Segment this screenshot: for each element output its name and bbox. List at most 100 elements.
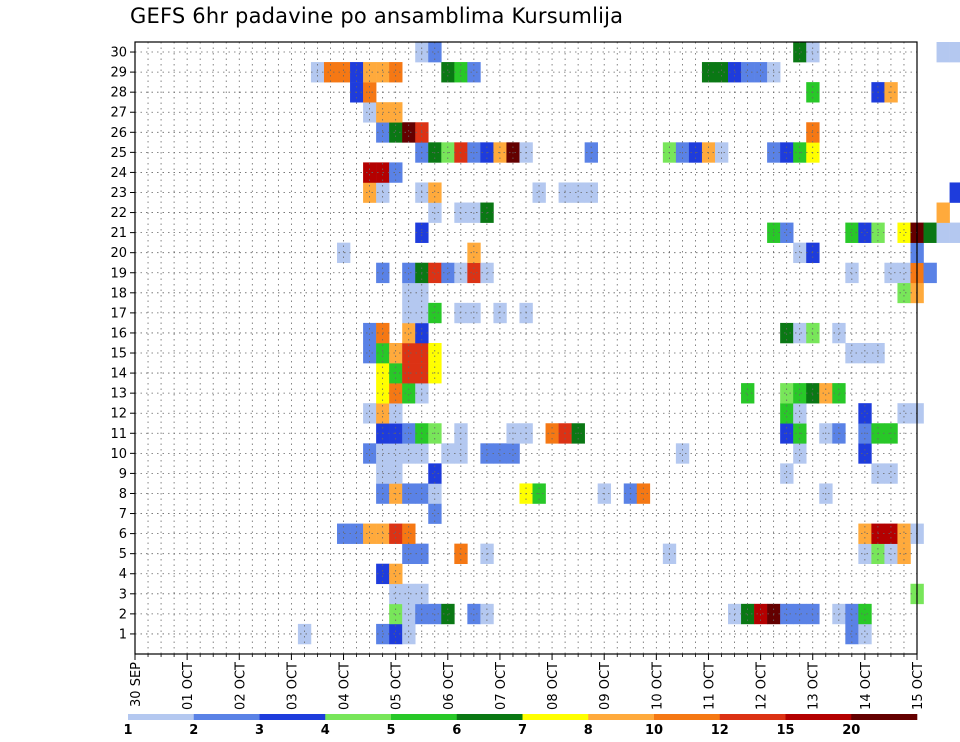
heatmap-cell <box>793 403 807 424</box>
heatmap-cell <box>832 322 846 344</box>
y-tick-label: 8 <box>119 487 127 502</box>
heatmap-cell <box>845 623 859 645</box>
heatmap-cell <box>428 342 442 364</box>
heatmap-cell <box>832 383 846 404</box>
y-tick-label: 18 <box>110 286 127 301</box>
heatmap-cell <box>363 182 377 203</box>
heatmap-cell <box>402 383 416 404</box>
x-tick-label: 02 OCT <box>233 662 248 710</box>
heatmap-cell <box>936 202 950 223</box>
y-tick-label: 27 <box>110 106 127 121</box>
colorbar-segment <box>391 714 458 720</box>
colorbar-label: 10 <box>645 723 663 738</box>
heatmap-cell <box>428 463 442 484</box>
heatmap-cell <box>428 302 442 324</box>
colorbar-segment <box>193 714 260 720</box>
y-tick-label: 20 <box>110 246 127 261</box>
y-tick-label: 9 <box>119 467 127 482</box>
heatmap-cell <box>402 342 416 364</box>
heatmap-cell <box>389 162 403 183</box>
heatmap-cell <box>402 443 416 464</box>
heatmap-cell <box>441 443 455 464</box>
heatmap-cell <box>363 443 377 464</box>
y-tick-label: 24 <box>110 166 127 181</box>
y-tick-label: 16 <box>110 326 127 341</box>
colorbar-segment <box>785 714 852 720</box>
x-tick-label: 06 OCT <box>442 662 457 710</box>
heatmap-cell <box>780 322 794 344</box>
heatmap-cell <box>441 262 455 284</box>
heatmap-cell <box>402 262 416 284</box>
heatmap-cell <box>936 222 950 243</box>
colorbar-segment <box>719 714 786 720</box>
heatmap-cell <box>819 383 833 404</box>
x-tick-label: 05 OCT <box>390 662 405 710</box>
colorbar-label: 6 <box>452 723 461 738</box>
heatmap-cell <box>897 403 911 424</box>
y-tick-label: 25 <box>110 146 127 161</box>
colorbar-segment <box>588 714 655 720</box>
heatmap-cell <box>793 322 807 344</box>
colorbar-label: 20 <box>842 723 860 738</box>
heatmap-cell <box>428 42 442 63</box>
heatmap-cell <box>323 62 338 83</box>
heatmap-cell <box>389 383 403 404</box>
colorbar-label: 4 <box>321 723 330 738</box>
heatmap-cell <box>337 62 351 83</box>
heatmap-cell <box>845 222 859 243</box>
colorbar-label: 1 <box>123 723 132 738</box>
heatmap-cell <box>337 242 351 264</box>
heatmap-cell <box>884 523 898 544</box>
heatmap-cell <box>467 262 481 284</box>
heatmap-cell <box>897 282 911 304</box>
y-tick-label: 7 <box>119 507 127 522</box>
y-tick-label: 13 <box>110 387 127 402</box>
heatmap-cell <box>858 523 872 544</box>
colorbar-label: 5 <box>386 723 395 738</box>
y-tick-label: 1 <box>119 627 127 642</box>
heatmap-cell <box>428 182 442 203</box>
heatmap-cell <box>363 322 377 344</box>
heatmap-cell <box>389 403 403 424</box>
heatmap-cell <box>402 583 416 605</box>
heatmap-cell <box>337 523 351 544</box>
heatmap-cell <box>402 302 416 324</box>
heatmap-cell <box>389 342 403 364</box>
heatmap-cell <box>858 443 872 464</box>
colorbar-label: 8 <box>584 723 593 738</box>
heatmap-cell <box>793 443 807 464</box>
colorbar-segment <box>851 714 918 720</box>
heatmap-cell <box>858 623 872 645</box>
y-tick-label: 3 <box>119 587 127 602</box>
heatmap-cell <box>936 42 950 63</box>
heatmap-cell <box>441 62 455 83</box>
heatmap-cell <box>402 523 416 544</box>
heatmap-cell <box>389 623 403 645</box>
heatmap-cell <box>754 62 768 83</box>
heatmap-cell <box>402 322 416 344</box>
heatmap-cell <box>741 383 755 404</box>
y-tick-label: 2 <box>119 607 127 622</box>
heatmap-cell <box>780 403 794 424</box>
y-tick-label: 12 <box>110 407 127 422</box>
x-tick-label: 13 OCT <box>807 662 822 710</box>
y-tick-label: 19 <box>110 266 127 281</box>
heatmap-cell <box>363 403 377 424</box>
colorbar-segment <box>522 714 589 720</box>
x-tick-label: 01 OCT <box>181 662 196 710</box>
y-tick-label: 26 <box>110 126 127 141</box>
colorbar-label: 15 <box>776 723 794 738</box>
heatmap-cell <box>897 523 911 544</box>
heatmap-cell <box>389 122 403 143</box>
heatmap-cell <box>741 62 755 83</box>
heatmap-cell <box>793 242 807 264</box>
colorbar-label: 7 <box>518 723 527 738</box>
colorbar-segment <box>259 714 326 720</box>
heatmap-cell <box>467 242 481 264</box>
heatmap-cell <box>389 62 403 83</box>
heatmap-cell <box>584 182 598 203</box>
y-tick-label: 6 <box>119 527 127 542</box>
heatmap-cell <box>793 42 807 63</box>
x-tick-label: 12 OCT <box>755 662 770 710</box>
